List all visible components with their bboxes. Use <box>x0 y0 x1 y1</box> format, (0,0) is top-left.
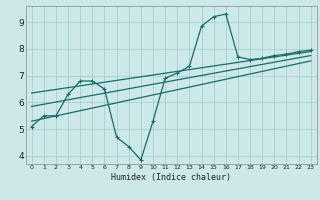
X-axis label: Humidex (Indice chaleur): Humidex (Indice chaleur) <box>111 173 231 182</box>
